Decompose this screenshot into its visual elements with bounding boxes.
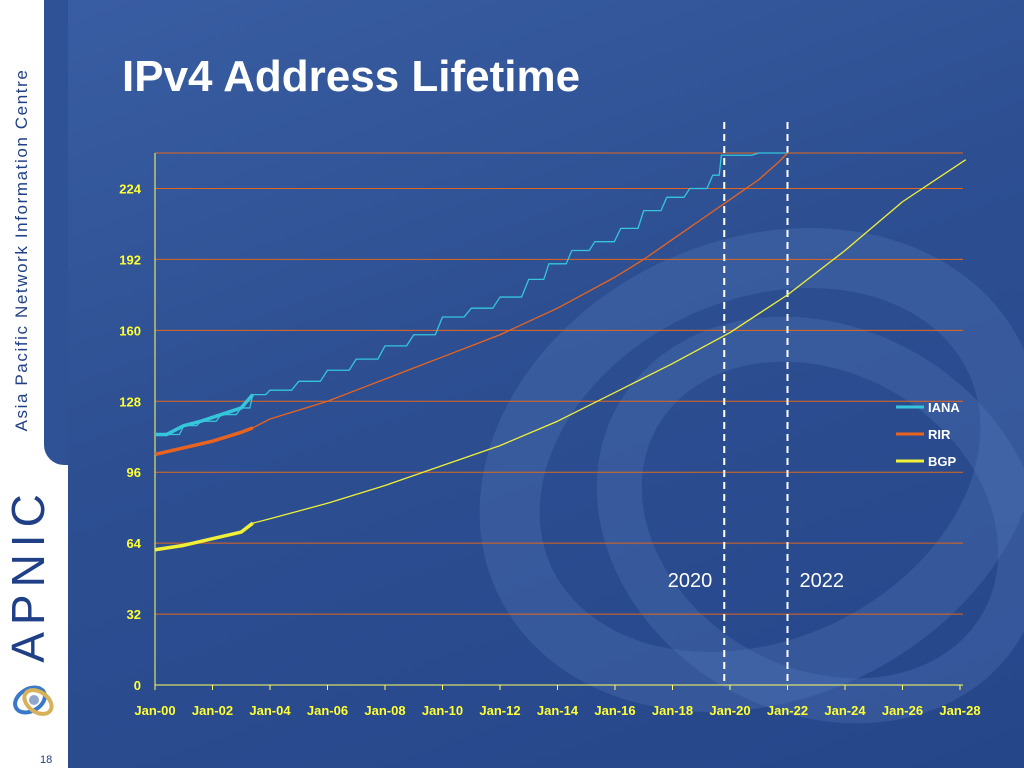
x-tick-label-Jan-12: Jan-12 bbox=[479, 703, 520, 718]
x-tick-label-Jan-14: Jan-14 bbox=[537, 703, 579, 718]
apnic-logo-icon bbox=[13, 685, 54, 716]
x-tick-label-Jan-06: Jan-06 bbox=[307, 703, 348, 718]
page-number: 18 bbox=[40, 754, 53, 766]
y-tick-label-224: 224 bbox=[119, 181, 141, 196]
series-history-rir bbox=[154, 426, 254, 457]
y-tick-label-160: 160 bbox=[119, 323, 141, 338]
y-tick-label-64: 64 bbox=[127, 536, 142, 551]
series-history-bgp bbox=[154, 521, 254, 552]
y-tick-label-0: 0 bbox=[134, 678, 141, 693]
x-tick-label-Jan-20: Jan-20 bbox=[709, 703, 750, 718]
x-tick-label-Jan-24: Jan-24 bbox=[824, 703, 866, 718]
y-tick-label-32: 32 bbox=[127, 607, 141, 622]
marker-label-2020: 2020 bbox=[668, 570, 713, 592]
y-tick-label-128: 128 bbox=[119, 394, 141, 409]
x-tick-label-Jan-26: Jan-26 bbox=[882, 703, 923, 718]
marker-label-2022: 2022 bbox=[800, 570, 845, 592]
series-line-bgp bbox=[154, 159, 967, 551]
x-tick-label-Jan-00: Jan-00 bbox=[134, 703, 175, 718]
sidebar: Asia Pacific Network Information Centre … bbox=[0, 0, 68, 768]
x-tick-label-Jan-28: Jan-28 bbox=[939, 703, 980, 718]
x-tick-label-Jan-10: Jan-10 bbox=[422, 703, 463, 718]
slide-title: IPv4 Address Lifetime bbox=[122, 52, 581, 101]
y-tick-label-96: 96 bbox=[127, 465, 141, 480]
series-line-rir bbox=[154, 152, 788, 456]
x-tick-label-Jan-08: Jan-08 bbox=[364, 703, 405, 718]
y-tick-label-192: 192 bbox=[119, 252, 141, 267]
series-line-iana bbox=[155, 152, 788, 436]
sidebar-curve bbox=[44, 0, 68, 465]
x-tick-label-Jan-22: Jan-22 bbox=[767, 703, 808, 718]
legend-label-bgp: BGP bbox=[928, 454, 957, 469]
x-tick-label-Jan-02: Jan-02 bbox=[192, 703, 233, 718]
x-tick-label-Jan-04: Jan-04 bbox=[249, 703, 291, 718]
x-tick-label-Jan-18: Jan-18 bbox=[652, 703, 693, 718]
x-tick-label-Jan-16: Jan-16 bbox=[594, 703, 635, 718]
sidebar-panel bbox=[0, 0, 44, 465]
series-history-iana bbox=[155, 393, 255, 437]
legend-label-iana: IANA bbox=[928, 400, 960, 415]
legend-label-rir: RIR bbox=[928, 427, 951, 442]
